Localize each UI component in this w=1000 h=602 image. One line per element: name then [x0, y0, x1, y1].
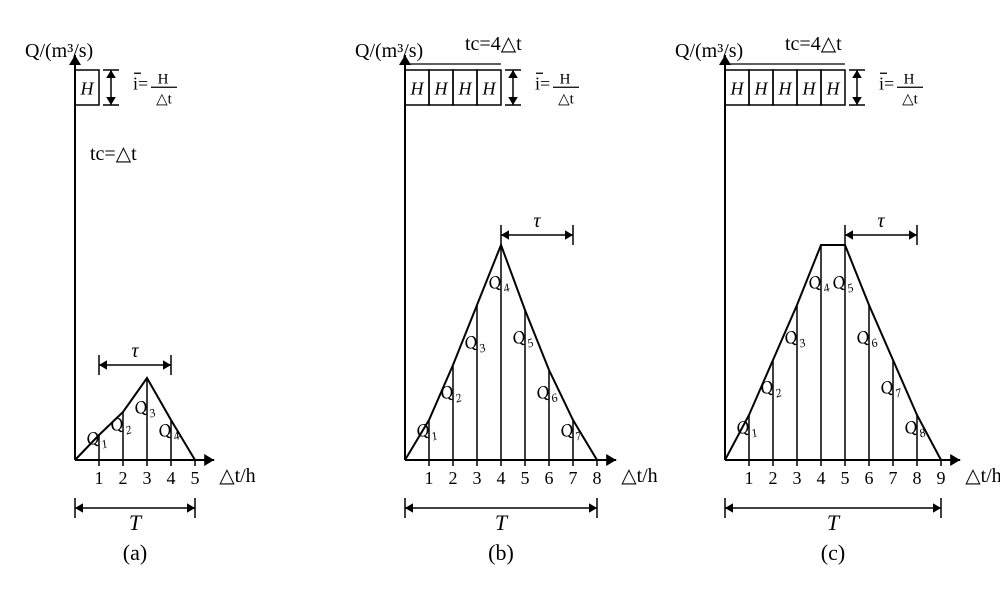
svg-text:Q4: Q4: [155, 417, 181, 448]
panel-caption: (c): [821, 540, 845, 565]
svg-text:τ: τ: [533, 210, 541, 232]
svg-text:H: H: [560, 71, 571, 87]
svg-text:6: 6: [545, 468, 554, 488]
svg-text:7: 7: [569, 468, 578, 488]
figure-container: { "global": { "stroke": "#000000", "fill…: [0, 0, 1000, 602]
svg-text:H: H: [730, 79, 745, 99]
svg-text:Q4: Q4: [805, 269, 831, 300]
svg-text:i=: i=: [879, 73, 894, 93]
svg-text:H: H: [904, 71, 915, 87]
tc-label: tc=4△t: [785, 33, 842, 55]
svg-text:Q5: Q5: [829, 269, 855, 300]
svg-text:Q2: Q2: [437, 379, 463, 410]
svg-text:8: 8: [593, 468, 602, 488]
svg-text:H: H: [410, 79, 425, 99]
svg-text:Q3: Q3: [131, 394, 157, 425]
svg-text:Q2: Q2: [757, 374, 783, 405]
svg-text:H: H: [826, 79, 841, 99]
svg-text:△t: △t: [156, 91, 173, 107]
svg-text:4: 4: [497, 468, 506, 488]
svg-text:H: H: [458, 79, 473, 99]
tc-label: tc=△t: [90, 143, 137, 165]
tc-label: tc=4△t: [465, 33, 522, 55]
svg-text:2: 2: [769, 468, 778, 488]
svg-text:△t: △t: [558, 91, 575, 107]
svg-text:H: H: [778, 79, 793, 99]
svg-text:6: 6: [865, 468, 874, 488]
svg-text:2: 2: [449, 468, 458, 488]
svg-text:4: 4: [817, 468, 826, 488]
svg-text:H: H: [434, 79, 449, 99]
x-axis-label: △t/h: [219, 465, 256, 487]
svg-text:Q1: Q1: [733, 414, 759, 445]
svg-text:τ: τ: [877, 210, 885, 232]
panel-a: Q/(m³/s)△t/h12345Hi=H△ttc=△tτQ1Q2Q3Q4T(a…: [25, 40, 256, 565]
y-axis-label: Q/(m³/s): [25, 40, 93, 62]
x-axis-label: △t/h: [621, 465, 658, 487]
svg-text:3: 3: [793, 468, 802, 488]
svg-text:△t: △t: [902, 91, 919, 107]
svg-text:H: H: [482, 79, 497, 99]
svg-text:Q3: Q3: [781, 324, 807, 355]
svg-text:H: H: [802, 79, 817, 99]
svg-text:5: 5: [841, 468, 850, 488]
svg-text:Q8: Q8: [901, 414, 927, 445]
panel-b: Q/(m³/s)△t/h12345678HHHHi=H△ttc=4△tτQ1Q2…: [355, 33, 658, 565]
svg-text:T: T: [827, 510, 841, 535]
figure-svg: Q/(m³/s)△t/h12345Hi=H△ttc=△tτQ1Q2Q3Q4T(a…: [0, 0, 1000, 602]
svg-text:3: 3: [473, 468, 482, 488]
svg-text:1: 1: [95, 468, 104, 488]
svg-text:Q6: Q6: [853, 324, 879, 355]
svg-text:7: 7: [889, 468, 898, 488]
svg-text:2: 2: [119, 468, 128, 488]
svg-text:5: 5: [191, 468, 200, 488]
svg-text:H: H: [158, 71, 169, 87]
panel-caption: (b): [488, 540, 514, 565]
y-axis-label: Q/(m³/s): [675, 40, 743, 62]
svg-text:H: H: [754, 79, 769, 99]
svg-text:i=: i=: [535, 73, 550, 93]
svg-text:H: H: [80, 79, 95, 99]
svg-text:T: T: [495, 510, 509, 535]
svg-text:1: 1: [745, 468, 754, 488]
svg-text:T: T: [129, 510, 143, 535]
svg-text:Q3: Q3: [461, 329, 487, 360]
svg-text:Q1: Q1: [413, 417, 439, 448]
svg-text:8: 8: [913, 468, 922, 488]
svg-text:τ: τ: [131, 340, 139, 362]
svg-text:i=: i=: [133, 73, 148, 93]
svg-text:Q4: Q4: [485, 269, 511, 300]
svg-text:Q2: Q2: [107, 411, 133, 442]
svg-text:1: 1: [425, 468, 434, 488]
svg-text:3: 3: [143, 468, 152, 488]
x-axis-label: △t/h: [965, 465, 1000, 487]
panel-c: Q/(m³/s)△t/h123456789HHHHHi=H△ttc=4△tτQ1…: [675, 33, 1000, 565]
y-axis-label: Q/(m³/s): [355, 40, 423, 62]
svg-text:4: 4: [167, 468, 176, 488]
panel-caption: (a): [123, 540, 147, 565]
svg-text:9: 9: [937, 468, 946, 488]
svg-text:5: 5: [521, 468, 530, 488]
